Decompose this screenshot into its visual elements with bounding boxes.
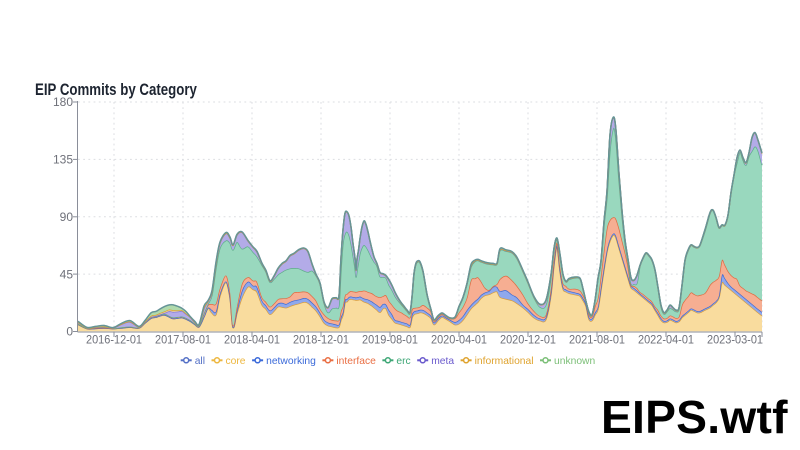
svg-text:2016-12-01: 2016-12-01 (86, 333, 142, 347)
svg-text:2018-04-01: 2018-04-01 (224, 333, 280, 347)
svg-text:90: 90 (60, 210, 74, 224)
svg-text:2020-04-01: 2020-04-01 (431, 333, 487, 347)
svg-text:unknown: unknown (554, 356, 595, 367)
svg-text:2018-12-01: 2018-12-01 (293, 333, 349, 347)
svg-text:networking: networking (266, 356, 316, 367)
svg-text:135: 135 (53, 153, 73, 167)
svg-text:2021-08-01: 2021-08-01 (569, 333, 625, 347)
svg-text:interface: interface (336, 356, 376, 367)
svg-text:0: 0 (66, 325, 73, 339)
svg-text:2017-08-01: 2017-08-01 (155, 333, 211, 347)
svg-text:2019-08-01: 2019-08-01 (362, 333, 418, 347)
svg-text:informational: informational (475, 356, 534, 367)
svg-text:erc: erc (396, 356, 410, 367)
svg-text:meta: meta (431, 356, 454, 367)
svg-text:45: 45 (60, 267, 74, 281)
svg-text:2022-04-01: 2022-04-01 (638, 333, 694, 347)
svg-text:all: all (195, 356, 205, 367)
svg-text:2023-03-01: 2023-03-01 (707, 333, 763, 347)
svg-text:180: 180 (53, 95, 73, 109)
svg-text:2020-12-01: 2020-12-01 (500, 333, 556, 347)
svg-text:core: core (226, 356, 246, 367)
